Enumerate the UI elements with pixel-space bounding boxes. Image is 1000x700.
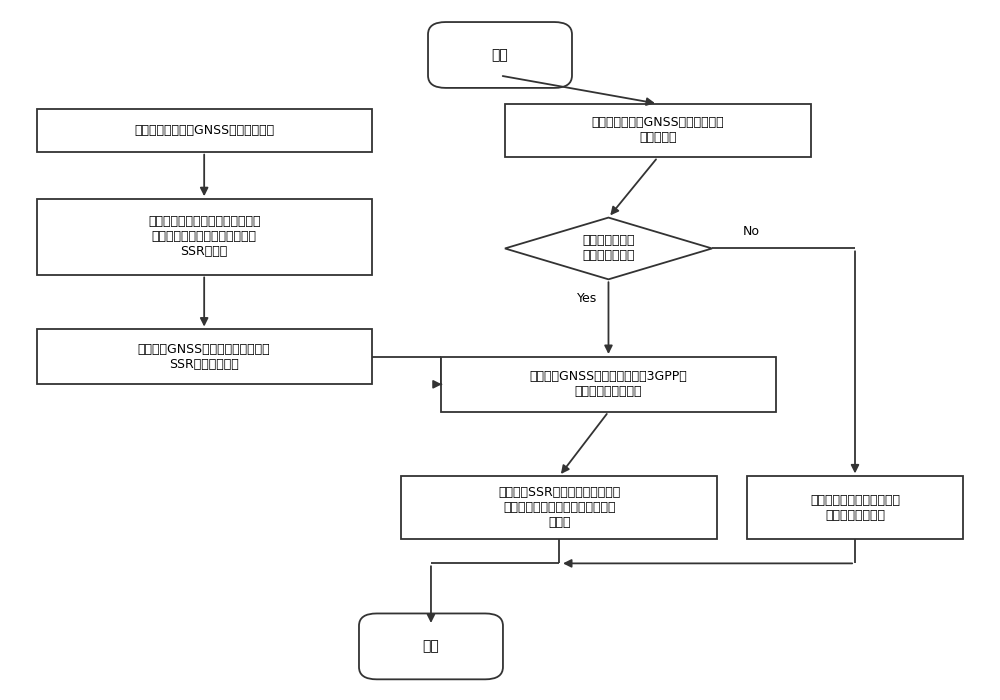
Text: 网络辅助GNSS定位服务器获取上述
SSR改正数并保存: 网络辅助GNSS定位服务器获取上述 SSR改正数并保存	[138, 343, 270, 371]
Text: 终端与网络辅助GNSS定位服务器建
立通信连接: 终端与网络辅助GNSS定位服务器建 立通信连接	[591, 116, 724, 144]
Bar	[401, 476, 717, 540]
Text: 参考站全天候记录GNSS卫星观测数据: 参考站全天候记录GNSS卫星观测数据	[134, 124, 274, 137]
Text: 网络辅助GNSS定位服务器按照3GPP协
议将数据封装并传输: 网络辅助GNSS定位服务器按照3GPP协 议将数据封装并传输	[530, 370, 687, 398]
Text: 终端采用标准单点定位算法
求解得到位置信息: 终端采用标准单点定位算法 求解得到位置信息	[810, 494, 900, 522]
Polygon shape	[505, 218, 712, 279]
Bar	[441, 357, 776, 412]
Bar	[747, 476, 963, 540]
Bar	[37, 199, 372, 274]
FancyBboxPatch shape	[428, 22, 572, 88]
Text: 结束: 结束	[423, 639, 439, 653]
Text: No: No	[743, 225, 760, 238]
Text: Yes: Yes	[577, 292, 597, 304]
FancyBboxPatch shape	[359, 613, 503, 679]
Text: 数据处理中心汇总数据并计算卫星
轨道、钟差、电离层、码偏差等
SSR改正数: 数据处理中心汇总数据并计算卫星 轨道、钟差、电离层、码偏差等 SSR改正数	[148, 216, 260, 258]
Bar	[37, 330, 372, 384]
Text: 终端获取SSR改正数并采用实时精
密单点定位算法求解得到高精度位
置信息: 终端获取SSR改正数并采用实时精 密单点定位算法求解得到高精度位 置信息	[498, 486, 620, 529]
Text: 开始: 开始	[492, 48, 508, 62]
Bar	[37, 109, 372, 152]
Text: 终端请求高精度
定位辅助数据？: 终端请求高精度 定位辅助数据？	[582, 234, 635, 262]
Bar	[505, 104, 811, 158]
